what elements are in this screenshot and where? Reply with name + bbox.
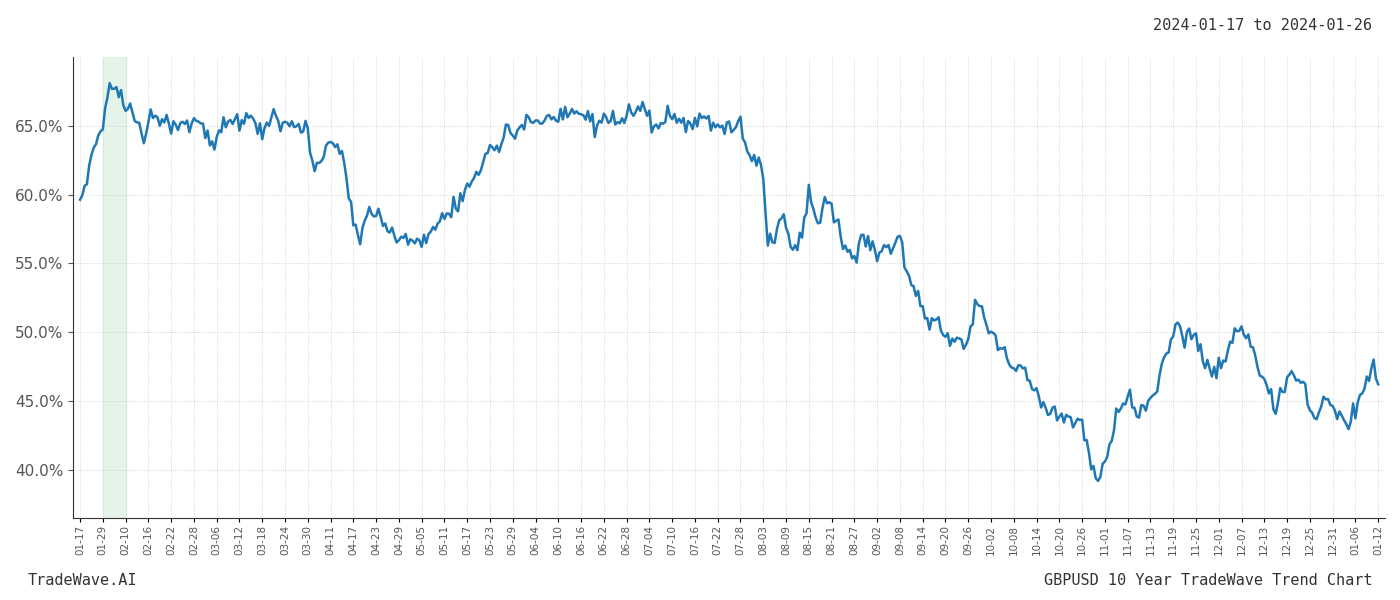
Text: TradeWave.AI: TradeWave.AI bbox=[28, 573, 137, 588]
Text: GBPUSD 10 Year TradeWave Trend Chart: GBPUSD 10 Year TradeWave Trend Chart bbox=[1043, 573, 1372, 588]
Bar bbox=[102, 57, 126, 518]
Text: 2024-01-17 to 2024-01-26: 2024-01-17 to 2024-01-26 bbox=[1154, 18, 1372, 33]
